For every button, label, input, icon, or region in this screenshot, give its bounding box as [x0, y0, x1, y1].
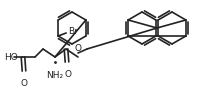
- Text: HO: HO: [4, 53, 18, 62]
- Text: O: O: [74, 44, 82, 53]
- Text: O: O: [65, 70, 71, 79]
- Text: NH₂: NH₂: [46, 71, 64, 80]
- Text: O: O: [20, 79, 28, 88]
- Text: Br: Br: [68, 27, 78, 35]
